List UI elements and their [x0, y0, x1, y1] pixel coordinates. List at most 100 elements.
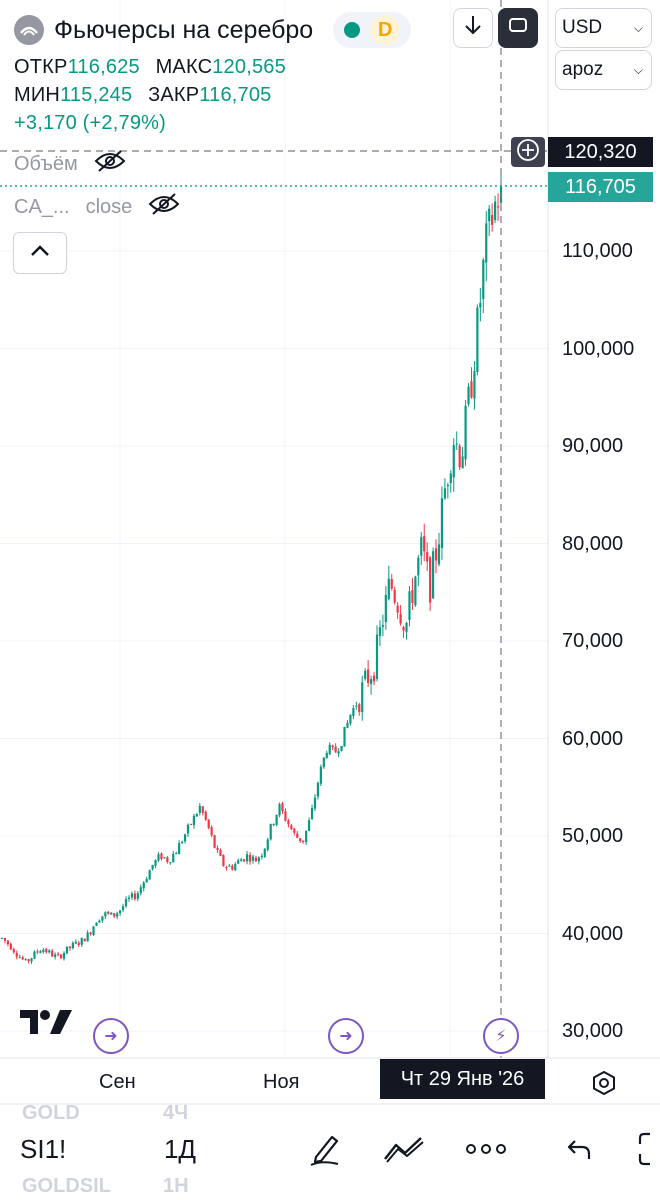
candle-body: [0, 937, 4, 939]
eye-hidden-icon[interactable]: [94, 149, 126, 179]
candle-body: [331, 745, 334, 747]
candle-body: [408, 591, 411, 620]
candle-body: [124, 898, 128, 907]
candle-body: [237, 860, 240, 864]
candle-body: [83, 938, 86, 942]
candle-body: [68, 946, 72, 949]
candle-body: [296, 833, 299, 838]
candle-body: [95, 922, 98, 926]
candle-body: [352, 708, 355, 717]
market-open-dot: [344, 22, 361, 38]
candle-body: [257, 857, 260, 862]
y-tick-label: 40,000: [562, 923, 624, 945]
candle-body: [384, 594, 387, 623]
candle-body: [228, 865, 231, 867]
interval-selector[interactable]: 1Д: [163, 1133, 197, 1164]
candle-body: [101, 916, 104, 921]
candle-body: [319, 766, 322, 784]
candle-body: [213, 835, 216, 848]
symbol-title[interactable]: Фьючерсы на серебро D: [14, 12, 412, 48]
candle-body: [284, 811, 287, 821]
candle-body: [307, 820, 311, 831]
collapse-legend-button[interactable]: [13, 232, 67, 274]
candle-body: [98, 920, 101, 923]
candle-body: [74, 941, 77, 944]
arrow-down-icon: [464, 14, 482, 42]
more-dots-icon[interactable]: [462, 1128, 510, 1170]
candle-body: [142, 882, 145, 889]
candle-body: [77, 942, 80, 946]
page-title: Фьючерсы на серебро: [54, 15, 314, 44]
candle-body: [349, 714, 352, 724]
candle-body: [467, 386, 470, 405]
candle-body: [340, 745, 343, 751]
candle-body: [219, 850, 222, 856]
candle-body: [396, 605, 399, 613]
y-tick-label: 70,000: [562, 630, 624, 652]
candle-body: [470, 381, 473, 398]
candle-body: [127, 897, 131, 899]
indicator-label: Объём: [14, 152, 78, 175]
candle-body: [169, 862, 172, 864]
add-alert-button[interactable]: [511, 137, 545, 167]
fullscreen-button[interactable]: [498, 8, 538, 48]
pen-icon[interactable]: [303, 1128, 347, 1170]
candle-body: [414, 576, 417, 606]
candle-body: [245, 854, 249, 862]
hexagon-settings-icon[interactable]: [589, 1068, 619, 1098]
candle-body: [302, 840, 305, 842]
candle-body: [42, 949, 45, 952]
ohlc-row-2: МИН115,245 ЗАКР116,705: [14, 84, 282, 107]
indicators-icon[interactable]: [380, 1128, 428, 1170]
candle-body: [426, 552, 429, 562]
lightning-icon[interactable]: ⚡: [483, 1018, 519, 1054]
candle-body: [18, 957, 21, 959]
market-status-pill[interactable]: D: [333, 12, 412, 48]
candle-body: [198, 805, 201, 813]
candle-body: [130, 893, 134, 898]
fullscreen-icon: [507, 14, 529, 42]
candle-body: [183, 834, 187, 842]
candle-body: [464, 405, 467, 460]
eye-hidden-icon[interactable]: [148, 192, 180, 222]
candle-body: [266, 839, 269, 850]
symbol-selector[interactable]: SI1!: [20, 1133, 67, 1164]
indicator-ca[interactable]: CA_... close: [14, 192, 180, 222]
fullscreen-corner-icon[interactable]: [636, 1128, 660, 1170]
undo-icon[interactable]: [560, 1128, 598, 1170]
candle-body: [440, 498, 444, 549]
candle-body: [65, 946, 69, 954]
indicator-volume[interactable]: Объём: [14, 149, 126, 179]
candle-body: [12, 949, 15, 953]
candle-body: [405, 622, 408, 632]
candle-body: [328, 744, 331, 755]
dividend-arrow-icon[interactable]: ➜: [93, 1018, 129, 1054]
candle-body: [201, 806, 204, 813]
low-value: 115,245: [60, 84, 133, 106]
x-tick-label: Сен: [99, 1071, 136, 1093]
candle-body: [299, 838, 302, 842]
dividend-arrow-icon[interactable]: ➜: [328, 1018, 364, 1054]
chevron-down-icon: ⌵: [633, 62, 643, 77]
candle-body: [243, 859, 246, 862]
indicator-label: CA_...: [14, 195, 70, 218]
candle-body: [154, 860, 157, 866]
chevron-up-icon: [30, 244, 50, 262]
ghost-interval: 4Ч: [163, 1102, 189, 1124]
candle-body: [399, 613, 402, 624]
candle-body: [189, 823, 193, 825]
chart-grid: [0, 0, 548, 1058]
tradingview-logo[interactable]: [20, 1008, 72, 1044]
scale-dropdown[interactable]: apoz ⌵: [555, 50, 652, 90]
candle-body: [346, 722, 349, 728]
download-button[interactable]: [453, 8, 493, 48]
candle-body: [455, 443, 458, 445]
candle-body: [476, 307, 479, 373]
candle-body: [316, 782, 320, 797]
candle-body: [207, 819, 210, 828]
change-value: +3,170 (+2,79%): [14, 112, 166, 134]
crosshair-price-tag: 120,320: [548, 137, 653, 167]
candle-body: [496, 206, 500, 208]
currency-dropdown[interactable]: USD ⌵: [555, 8, 652, 48]
